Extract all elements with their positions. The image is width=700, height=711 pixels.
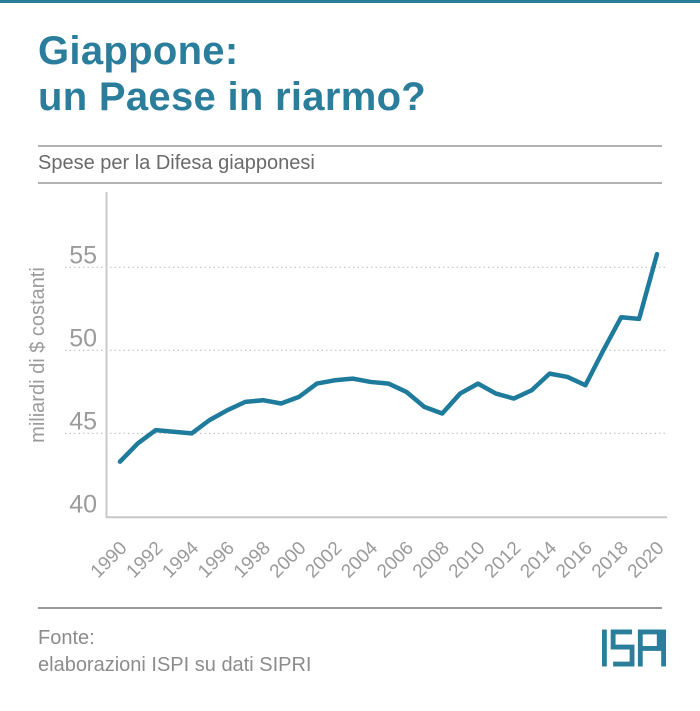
x-tick-label: 2008 xyxy=(409,538,454,583)
x-tick-label: 2006 xyxy=(373,538,418,583)
x-tick-label: 1990 xyxy=(87,538,132,583)
x-tick-label: 2012 xyxy=(481,538,526,583)
x-tick-label: 1996 xyxy=(194,538,239,583)
source-text: elaborazioni ISPI su dati SIPRI xyxy=(38,654,312,676)
subtitle-divider-top xyxy=(38,145,662,147)
ispi-logo xyxy=(601,629,667,667)
source-note: Fonte: elaborazioni ISPI su dati SIPRI xyxy=(38,625,458,679)
horizontal-gridlines xyxy=(65,266,667,435)
x-axis-tick-labels: 1990199219941996199820002002200420062008… xyxy=(87,537,669,582)
y-axis-title: miliardi di $ costanti xyxy=(27,267,49,443)
x-tick-label: 2002 xyxy=(302,538,347,583)
x-tick-label: 2020 xyxy=(624,538,669,583)
y-tick-label: 45 xyxy=(69,407,97,435)
y-tick-label: 40 xyxy=(69,490,97,518)
page-title: Giappone: un Paese in riarmo? xyxy=(38,28,658,120)
y-axis-tick-labels: 40 45 50 55 xyxy=(69,241,97,518)
y-tick-label: 50 xyxy=(69,324,97,352)
page-title-line2: un Paese in riarmo? xyxy=(38,75,427,119)
spending-line-series xyxy=(117,251,660,464)
x-tick-label: 2018 xyxy=(588,538,633,583)
x-tick-label: 2014 xyxy=(516,537,561,582)
ispi-logo-letter-s xyxy=(610,629,635,667)
brand-top-border xyxy=(0,0,700,3)
x-tick-label: 1994 xyxy=(158,537,203,582)
y-tick-label: 55 xyxy=(69,241,97,269)
source-label: Fonte: xyxy=(38,627,95,649)
footer-divider xyxy=(38,607,662,609)
x-tick-label: 1998 xyxy=(230,538,275,583)
chart-subtitle: Spese per la Difesa giapponesi xyxy=(38,152,315,174)
page-title-line1: Giappone: xyxy=(38,29,239,73)
x-tick-label: 2010 xyxy=(445,538,490,583)
x-tick-label: 2016 xyxy=(552,538,597,583)
x-tick-label: 2004 xyxy=(337,537,382,582)
x-tick-label: 1992 xyxy=(123,538,168,583)
subtitle-divider-bottom xyxy=(38,182,662,184)
ispi-logo-letter-p xyxy=(637,629,662,667)
x-tick-label: 2000 xyxy=(266,538,311,583)
